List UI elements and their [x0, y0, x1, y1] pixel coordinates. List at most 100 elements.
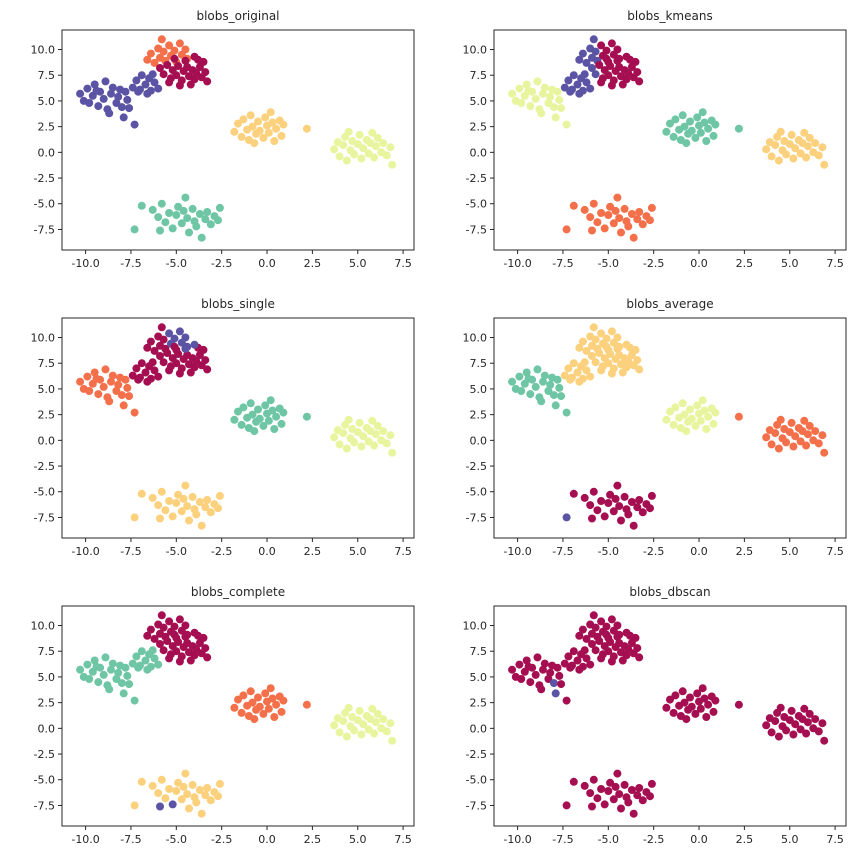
svg-text:0.0: 0.0 [38, 434, 56, 447]
svg-text:10.0: 10.0 [463, 44, 488, 57]
svg-text:2.5: 2.5 [736, 545, 754, 558]
svg-text:5.0: 5.0 [349, 257, 367, 270]
svg-text:0.0: 0.0 [690, 545, 708, 558]
svg-text:-5.0: -5.0 [466, 198, 487, 211]
scatter-plot-blobs-original: -10.0 -7.5 -5.0 -2.5 0.0 2.5 5.0 7.5 -7.5 -5.0 -2.… [31, 29, 415, 270]
scatter-plot-blobs-complete: -10.0 -7.5 -5.0 -2.5 0.0 2.5 5.0 7.5 -7.5 -5.0 -2.… [31, 605, 415, 846]
svg-text:-5.0: -5.0 [166, 833, 187, 846]
svg-text:10.0: 10.0 [463, 332, 488, 345]
svg-text:7.5: 7.5 [394, 545, 412, 558]
svg-text:-5.0: -5.0 [466, 486, 487, 499]
svg-text:0.0: 0.0 [38, 146, 56, 159]
svg-text:5.0: 5.0 [349, 545, 367, 558]
svg-text:0.0: 0.0 [258, 545, 276, 558]
subplot-blobs-original: blobs_original -10.0 -7.5 -5.0 -2.5 0.0 2.5 5.… [0, 0, 432, 288]
svg-text:2.5: 2.5 [736, 257, 754, 270]
svg-text:10.0: 10.0 [31, 332, 56, 345]
svg-text:-7.5: -7.5 [466, 799, 487, 812]
svg-text:-7.5: -7.5 [466, 223, 487, 236]
svg-text:7.5: 7.5 [826, 833, 844, 846]
svg-text:0.0: 0.0 [258, 833, 276, 846]
svg-text:5.0: 5.0 [470, 383, 488, 396]
svg-text:-5.0: -5.0 [34, 774, 55, 787]
svg-text:-5.0: -5.0 [34, 486, 55, 499]
svg-text:-10.0: -10.0 [503, 257, 531, 270]
svg-text:-7.5: -7.5 [34, 799, 55, 812]
svg-text:2.5: 2.5 [304, 833, 322, 846]
svg-text:10.0: 10.0 [31, 44, 56, 57]
svg-text:2.5: 2.5 [38, 121, 56, 134]
svg-text:-2.5: -2.5 [211, 833, 232, 846]
svg-text:0.0: 0.0 [690, 257, 708, 270]
scatter-plot-blobs-average: -10.0 -7.5 -5.0 -2.5 0.0 2.5 5.0 7.5 -7.5 -5.0 -2.… [463, 317, 847, 558]
svg-text:7.5: 7.5 [38, 645, 56, 658]
svg-text:2.5: 2.5 [304, 545, 322, 558]
svg-text:5.0: 5.0 [781, 833, 799, 846]
svg-text:-7.5: -7.5 [552, 545, 573, 558]
svg-text:-7.5: -7.5 [34, 223, 55, 236]
scatter-plot-blobs-single: -10.0 -7.5 -5.0 -2.5 0.0 2.5 5.0 7.5 -7.5 -5.0 -2.… [31, 317, 415, 558]
svg-text:-5.0: -5.0 [598, 833, 619, 846]
svg-text:2.5: 2.5 [304, 257, 322, 270]
svg-text:5.0: 5.0 [38, 95, 56, 108]
svg-text:5.0: 5.0 [781, 545, 799, 558]
svg-text:7.5: 7.5 [38, 69, 56, 82]
svg-text:2.5: 2.5 [470, 697, 488, 710]
svg-text:-5.0: -5.0 [166, 545, 187, 558]
svg-text:2.5: 2.5 [470, 409, 488, 422]
svg-text:0.0: 0.0 [470, 434, 488, 447]
svg-text:-2.5: -2.5 [211, 545, 232, 558]
svg-text:-5.0: -5.0 [598, 545, 619, 558]
svg-text:-2.5: -2.5 [211, 257, 232, 270]
svg-text:0.0: 0.0 [470, 146, 488, 159]
svg-text:-2.5: -2.5 [643, 545, 664, 558]
svg-text:-7.5: -7.5 [552, 257, 573, 270]
scatter-plot-blobs-kmeans: -10.0 -7.5 -5.0 -2.5 0.0 2.5 5.0 7.5 -7.5 -5.0 -2.… [463, 29, 847, 270]
svg-text:-10.0: -10.0 [71, 545, 99, 558]
svg-text:7.5: 7.5 [470, 645, 488, 658]
svg-text:5.0: 5.0 [38, 671, 56, 684]
svg-text:-10.0: -10.0 [71, 257, 99, 270]
svg-text:-2.5: -2.5 [643, 257, 664, 270]
svg-text:-5.0: -5.0 [166, 257, 187, 270]
svg-text:7.5: 7.5 [470, 69, 488, 82]
svg-text:-7.5: -7.5 [466, 511, 487, 524]
svg-text:7.5: 7.5 [470, 357, 488, 370]
svg-text:-5.0: -5.0 [34, 198, 55, 211]
svg-text:7.5: 7.5 [826, 545, 844, 558]
svg-text:-2.5: -2.5 [34, 460, 55, 473]
svg-text:0.0: 0.0 [690, 833, 708, 846]
svg-text:7.5: 7.5 [826, 257, 844, 270]
svg-text:-5.0: -5.0 [466, 774, 487, 787]
svg-text:-10.0: -10.0 [503, 833, 531, 846]
svg-text:10.0: 10.0 [31, 620, 56, 633]
scatter-plot-blobs-dbscan: -10.0 -7.5 -5.0 -2.5 0.0 2.5 5.0 7.5 -7.5 -5.0 -2.… [463, 605, 847, 846]
subplot-blobs-complete: blobs_complete -10.0 -7.5 -5.0 -2.5 0.0 2.5 5.… [0, 576, 432, 864]
svg-text:-2.5: -2.5 [466, 460, 487, 473]
svg-text:5.0: 5.0 [781, 257, 799, 270]
svg-text:7.5: 7.5 [394, 833, 412, 846]
svg-text:-10.0: -10.0 [503, 545, 531, 558]
svg-text:5.0: 5.0 [470, 95, 488, 108]
subplot-blobs-single: blobs_single -10.0 -7.5 -5.0 -2.5 0.0 2.5 5.0 7… [0, 288, 432, 576]
svg-text:-2.5: -2.5 [34, 748, 55, 761]
svg-text:7.5: 7.5 [394, 257, 412, 270]
svg-text:-7.5: -7.5 [120, 833, 141, 846]
svg-text:-2.5: -2.5 [34, 172, 55, 185]
svg-text:5.0: 5.0 [38, 383, 56, 396]
svg-text:-2.5: -2.5 [643, 833, 664, 846]
svg-text:2.5: 2.5 [38, 697, 56, 710]
subplot-blobs-dbscan: blobs_dbscan -10.0 -7.5 -5.0 -2.5 0.0 2.5 5.0 7… [432, 576, 864, 864]
svg-text:0.0: 0.0 [38, 722, 56, 735]
svg-text:0.0: 0.0 [470, 722, 488, 735]
subplot-blobs-average: blobs_average -10.0 -7.5 -5.0 -2.5 0.0 2.5 5.0… [432, 288, 864, 576]
svg-text:2.5: 2.5 [736, 833, 754, 846]
svg-text:2.5: 2.5 [470, 121, 488, 134]
svg-text:5.0: 5.0 [470, 671, 488, 684]
svg-text:-5.0: -5.0 [598, 257, 619, 270]
svg-text:-10.0: -10.0 [71, 833, 99, 846]
svg-text:-7.5: -7.5 [34, 511, 55, 524]
svg-text:-2.5: -2.5 [466, 748, 487, 761]
svg-text:5.0: 5.0 [349, 833, 367, 846]
